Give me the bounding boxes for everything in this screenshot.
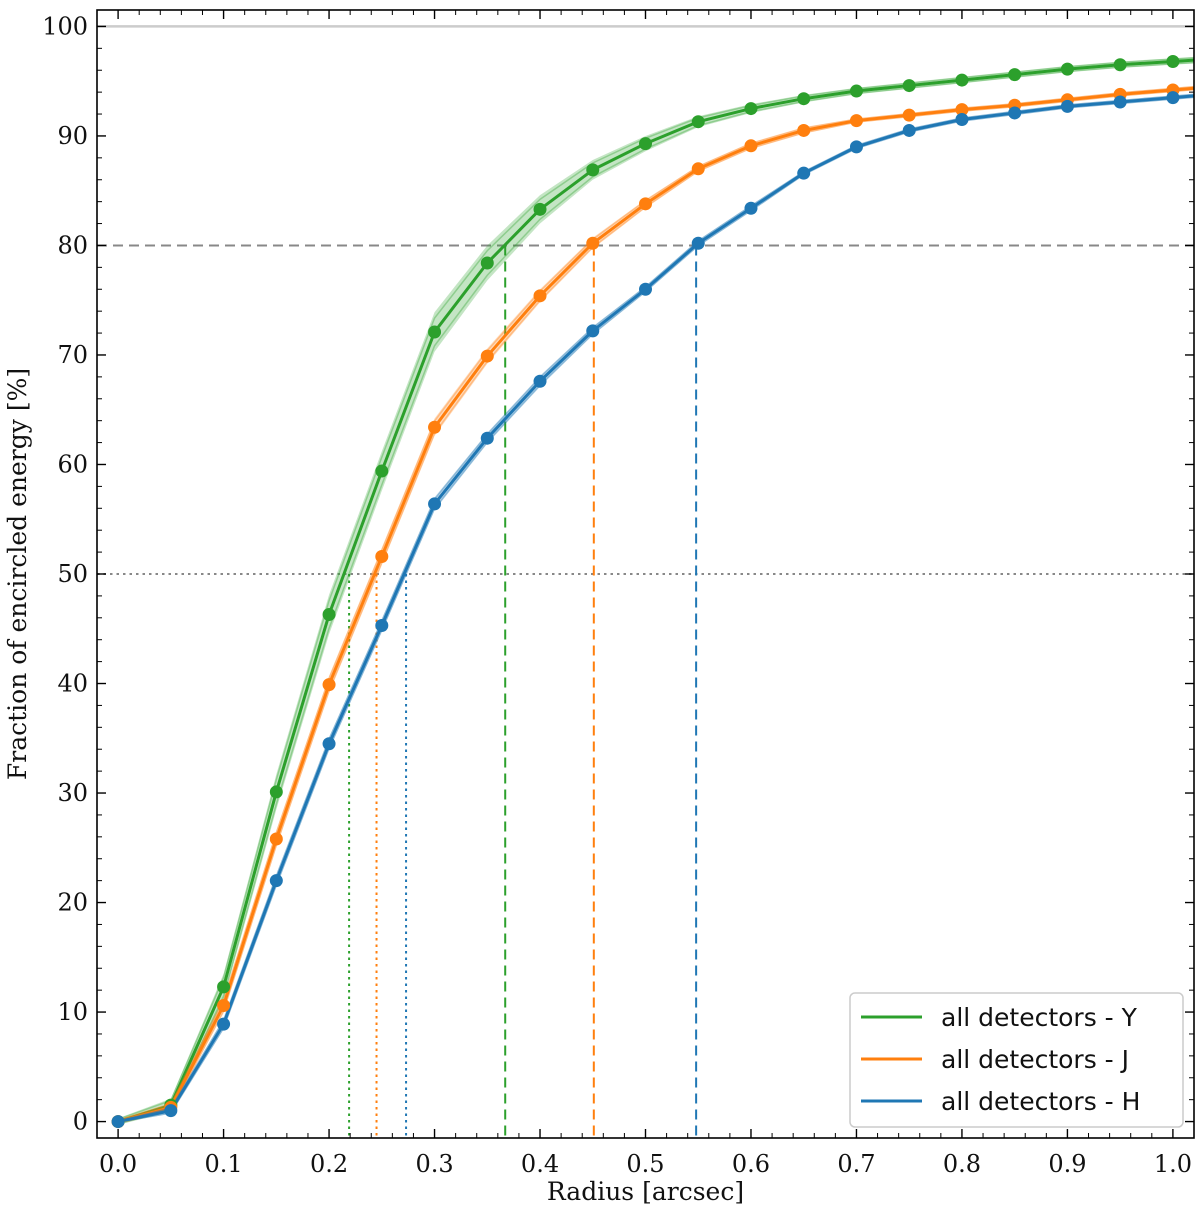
data-point-2-16 [955,113,969,127]
series-band-2 [118,93,1194,1123]
y-tick-label: 40 [57,670,88,698]
data-point-0-17 [1008,68,1022,82]
data-point-2-19 [1113,95,1127,109]
series-detector-curve-0-1 [117,57,1194,1120]
x-tick-label: 0.7 [837,1150,875,1178]
legend-label-2: all detectors - H [941,1087,1140,1116]
data-point-2-2 [217,1017,231,1031]
data-point-1-8 [533,289,547,303]
data-point-1-11 [691,162,705,176]
y-tick-label: 50 [57,560,88,588]
data-point-1-7 [480,349,494,363]
series-line-0 [117,58,1194,1124]
data-point-1-14 [849,114,863,128]
y-tick-label: 80 [57,231,88,259]
data-point-0-18 [1060,62,1074,76]
x-tick-label: 0.2 [310,1150,348,1178]
legend-label-1: all detectors - J [941,1045,1129,1074]
x-tick-label: 1.0 [1154,1150,1192,1178]
data-point-2-10 [639,282,652,296]
data-point-2-8 [533,374,547,388]
data-point-1-4 [322,678,336,692]
x-tick-label: 0.4 [521,1150,559,1178]
data-point-1-6 [428,420,442,434]
series-line-1 [117,86,1194,1124]
data-point-0-11 [691,115,705,129]
y-tick-label: 20 [57,889,88,917]
data-point-0-2 [217,980,231,994]
data-point-1-13 [797,123,811,137]
y-tick-label: 60 [57,450,88,478]
data-point-1-15 [902,108,916,122]
data-point-0-14 [849,84,863,98]
data-point-2-12 [744,201,758,215]
y-tick-label: 30 [57,779,88,807]
plot-area [97,25,1194,1138]
y-tick-label: 70 [57,341,88,369]
data-point-2-15 [902,123,916,137]
data-point-0-20 [1166,54,1180,68]
series-detector-curve-0-0 [117,61,1194,1125]
legend-label-0: all detectors - Y [941,1003,1138,1032]
y-axis-label: Fraction of encircled energy [%] [3,368,32,780]
data-point-0-16 [955,73,969,87]
data-point-1-5 [375,549,389,563]
data-point-0-15 [902,79,916,93]
data-point-2-18 [1060,99,1074,113]
x-axis-label: Radius [arcsec] [547,1177,744,1206]
y-tick-label: 90 [57,122,88,150]
data-point-2-17 [1008,106,1022,120]
data-point-2-5 [375,618,389,632]
legend-box [849,992,1184,1128]
data-point-0-10 [639,137,652,151]
data-point-0-9 [586,163,600,177]
data-point-0-8 [533,202,547,216]
x-tick-label: 0.8 [943,1150,981,1178]
x-tick-label: 0.1 [204,1150,242,1178]
data-point-2-7 [480,431,494,445]
data-point-1-2 [217,998,231,1012]
x-tick-label: 0.6 [732,1150,770,1178]
data-point-2-14 [849,140,863,154]
data-point-0-5 [375,464,389,478]
data-point-0-6 [428,325,442,339]
y-tick-label: 100 [42,12,88,40]
data-point-2-9 [586,324,600,338]
y-tick-label: 10 [57,998,88,1026]
data-point-0-4 [322,608,336,622]
series-detector-curve-2-0 [117,96,1194,1124]
data-point-1-9 [586,236,600,250]
data-point-2-6 [428,497,442,511]
series-band-1 [118,86,1194,1124]
x-tick-label: 0.5 [626,1150,664,1178]
legend: all detectors - Y all detectors - J all de… [849,992,1184,1128]
series-detector-curve-1-0 [117,88,1194,1124]
axes: 0.0 0.1 0.2 0.3 0.4 0.5 0.6 0.7 0.8 0.9 1.0 0 10 20 30… [42,9,1195,1178]
x-tick-label: 0.0 [99,1150,137,1178]
data-point-2-4 [322,737,336,751]
data-point-1-12 [744,139,758,153]
y-tick-label: 0 [73,1108,88,1136]
data-point-2-13 [797,166,811,180]
series-band-0 [118,56,1194,1125]
data-point-2-0 [111,1115,125,1129]
data-point-0-13 [797,92,811,106]
series-detector-curve-2-1 [117,93,1194,1122]
data-point-2-20 [1166,91,1180,105]
x-tick-label: 0.9 [1048,1150,1086,1178]
data-point-1-10 [639,197,652,211]
data-point-0-12 [744,102,758,116]
data-point-2-3 [269,874,283,888]
data-point-1-3 [269,832,283,846]
data-point-0-3 [269,785,283,799]
series-line-2 [117,94,1194,1124]
data-point-2-1 [164,1104,178,1118]
series-detector-curve-1-1 [117,85,1194,1121]
data-point-2-11 [691,236,705,250]
x-tick-label: 0.3 [415,1150,453,1178]
data-point-1-16 [955,103,969,117]
data-point-0-7 [480,256,494,270]
data-point-0-19 [1113,58,1127,72]
